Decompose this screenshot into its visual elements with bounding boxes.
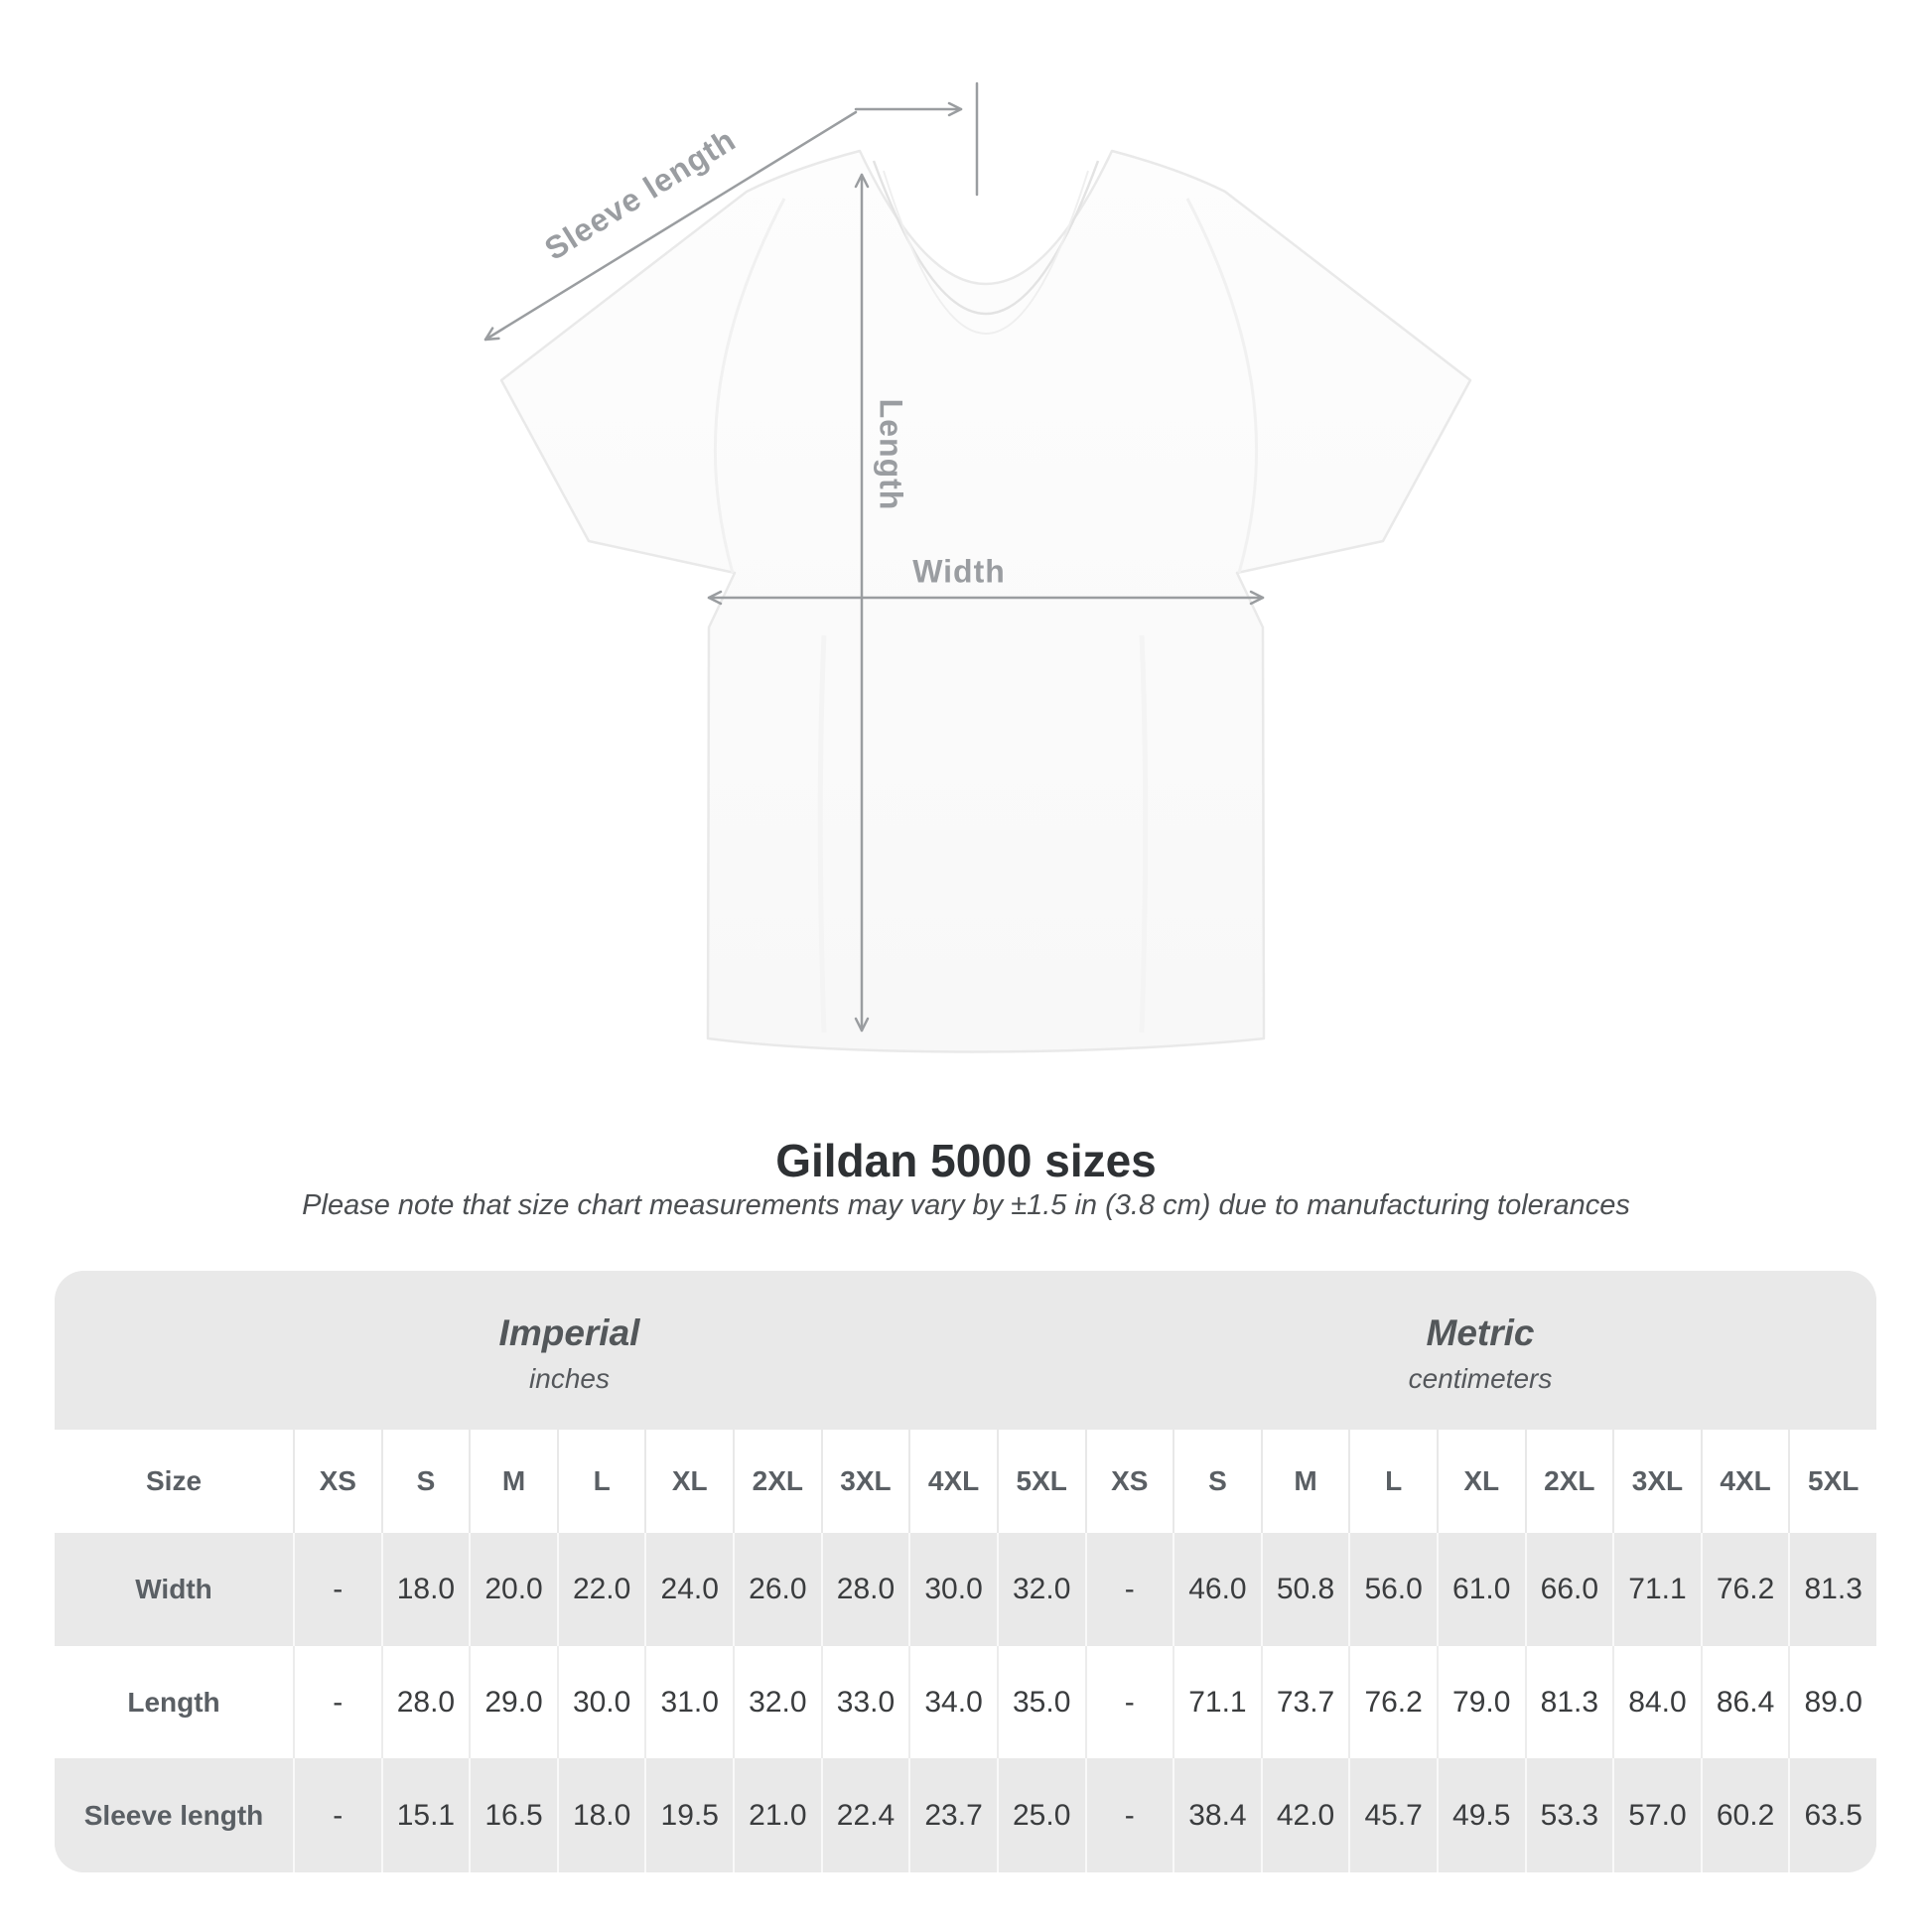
table-cell: 33.0	[820, 1646, 909, 1758]
size-header: XL	[644, 1430, 733, 1533]
table-cell: 35.0	[996, 1646, 1085, 1758]
table-cell: 45.7	[1348, 1758, 1437, 1872]
table-cell: 42.0	[1260, 1758, 1349, 1872]
size-header: 3XL	[1612, 1430, 1701, 1533]
size-header: 5XL	[1788, 1430, 1876, 1533]
table-cell: 23.7	[908, 1758, 997, 1872]
size-header: XL	[1436, 1430, 1525, 1533]
table-cell: 73.7	[1260, 1646, 1349, 1758]
table-cell: 18.0	[556, 1758, 645, 1872]
size-header: 5XL	[996, 1430, 1085, 1533]
size-header: 2XL	[733, 1430, 821, 1533]
collar-inner-line	[883, 170, 1089, 335]
table-cell: 71.1	[1173, 1646, 1261, 1758]
table-cell: 66.0	[1524, 1533, 1613, 1646]
metric-unit: centimeters	[1408, 1362, 1553, 1394]
table-cell: 56.0	[1348, 1533, 1437, 1646]
table-cell: 16.5	[469, 1758, 557, 1872]
table-cell: 81.3	[1524, 1646, 1613, 1758]
metric-label: Metric	[1426, 1311, 1535, 1353]
size-column-header: Size	[145, 1465, 203, 1496]
table-cell: 38.4	[1173, 1758, 1261, 1872]
row-label: Length	[127, 1686, 220, 1718]
table-cell: 84.0	[1612, 1646, 1701, 1758]
table-cell: 21.0	[733, 1758, 821, 1872]
table-cell: 30.0	[908, 1533, 997, 1646]
table-cell: -	[293, 1758, 381, 1872]
page-title: Gildan 5000 sizes	[775, 1135, 1157, 1186]
size-header: XS	[1084, 1430, 1173, 1533]
table-cell: -	[293, 1646, 381, 1758]
row-label: Width	[135, 1574, 212, 1604]
table-cell: 18.0	[380, 1533, 470, 1646]
size-table: Imperial inches Metric centimeters Size …	[55, 1271, 1876, 1872]
unit-group-imperial: Imperial inches	[55, 1271, 1084, 1430]
table-cell: 81.3	[1788, 1533, 1876, 1646]
unit-group-metric: Metric centimeters	[1084, 1271, 1876, 1430]
tshirt-illustration	[483, 81, 1472, 1053]
table-cell: 28.0	[380, 1646, 470, 1758]
table-cell: 89.0	[1788, 1646, 1876, 1758]
table-cell: 25.0	[996, 1758, 1085, 1872]
sleeve-length-arrow	[483, 110, 858, 342]
table-cell: 32.0	[996, 1533, 1085, 1646]
table-cell: 79.0	[1436, 1646, 1525, 1758]
table-cell: 60.2	[1700, 1758, 1789, 1872]
table-cell: 22.4	[820, 1758, 909, 1872]
table-cell: 76.2	[1348, 1646, 1437, 1758]
table-cell: 30.0	[556, 1646, 645, 1758]
size-header-row: Size XS S M L XL 2XL 3XL 4XL 5XL XS S M …	[55, 1430, 1876, 1533]
size-header: 3XL	[820, 1430, 909, 1533]
size-header: M	[1260, 1430, 1349, 1533]
table-cell: 32.0	[733, 1646, 821, 1758]
size-header: 4XL	[1700, 1430, 1789, 1533]
size-header: L	[556, 1430, 645, 1533]
table-cell: 46.0	[1173, 1533, 1261, 1646]
table-cell: -	[293, 1533, 381, 1646]
table-cell: 29.0	[469, 1646, 557, 1758]
table-cell: 86.4	[1700, 1646, 1789, 1758]
table-cell: 20.0	[469, 1533, 557, 1646]
table-cell: 61.0	[1436, 1533, 1525, 1646]
tolerance-note: Please note that size chart measurements…	[302, 1189, 1630, 1221]
size-header: S	[380, 1430, 470, 1533]
table-cell: 76.2	[1700, 1533, 1789, 1646]
size-header: 2XL	[1524, 1430, 1613, 1533]
size-header: M	[469, 1430, 557, 1533]
table-cell: 26.0	[733, 1533, 821, 1646]
size-header: L	[1348, 1430, 1437, 1533]
table-row-width: Width - 18.0 20.0 22.0 24.0 26.0 28.0 30…	[55, 1533, 1876, 1646]
tshirt-diagram: Sleeve length Length Width	[483, 81, 1472, 1053]
imperial-unit: inches	[529, 1362, 610, 1394]
length-label: Length	[873, 398, 909, 511]
size-header: 4XL	[908, 1430, 997, 1533]
table-cell: 50.8	[1260, 1533, 1349, 1646]
table-cell: 53.3	[1524, 1758, 1613, 1872]
imperial-label: Imperial	[498, 1311, 640, 1353]
table-row-length: Length - 28.0 29.0 30.0 31.0 32.0 33.0 3…	[55, 1646, 1876, 1758]
table-cell: 34.0	[908, 1646, 997, 1758]
tshirt-shape	[499, 149, 1472, 1053]
table-cell: -	[1084, 1646, 1173, 1758]
size-header: S	[1173, 1430, 1261, 1533]
table-cell: 15.1	[380, 1758, 470, 1872]
size-header: XS	[293, 1430, 381, 1533]
table-cell: 22.0	[556, 1533, 645, 1646]
table-row-sleeve-length: Sleeve length - 15.1 16.5 18.0 19.5 21.0…	[55, 1758, 1876, 1872]
unit-header-row: Imperial inches Metric centimeters	[55, 1271, 1876, 1430]
table-cell: 63.5	[1788, 1758, 1876, 1872]
table-cell: -	[1084, 1758, 1173, 1872]
width-label: Width	[912, 553, 1006, 590]
table-cell: -	[1084, 1533, 1173, 1646]
table-cell: 57.0	[1612, 1758, 1701, 1872]
row-label: Sleeve length	[83, 1799, 264, 1831]
table-cell: 31.0	[644, 1646, 733, 1758]
table-cell: 28.0	[820, 1533, 909, 1646]
table-cell: 24.0	[644, 1533, 733, 1646]
table-cell: 71.1	[1612, 1533, 1701, 1646]
table-cell: 19.5	[644, 1758, 733, 1872]
table-cell: 49.5	[1436, 1758, 1525, 1872]
